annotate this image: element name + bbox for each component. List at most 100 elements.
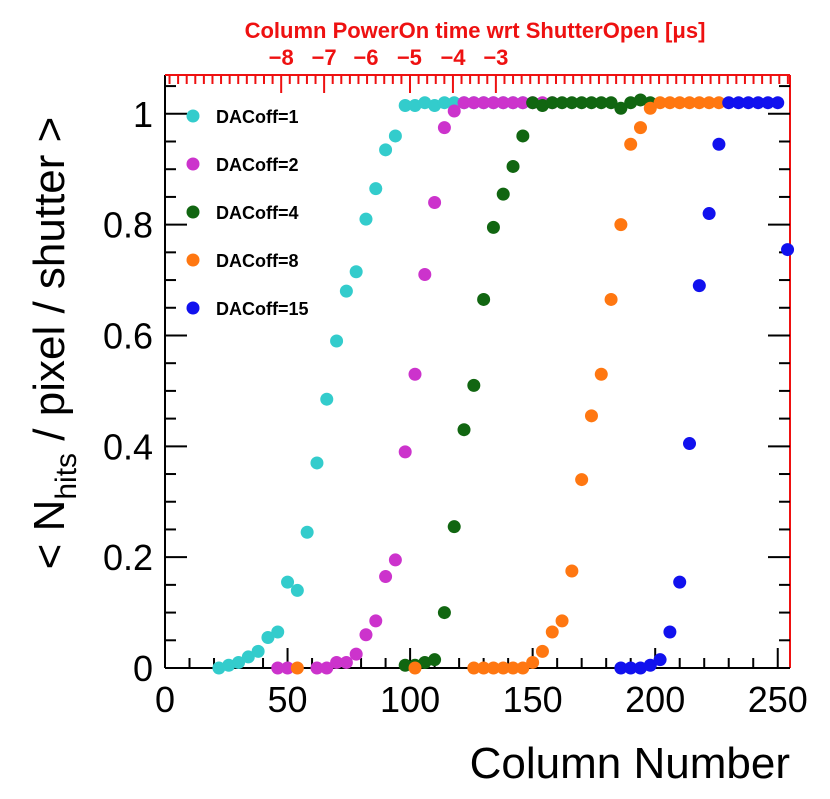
point-dacoff-15: [653, 653, 667, 667]
point-dacoff-2: [516, 96, 530, 110]
point-dacoff-2: [359, 628, 373, 642]
point-dacoff-4: [584, 96, 598, 110]
point-dacoff-4: [555, 96, 569, 110]
point-dacoff-15: [614, 661, 628, 675]
point-dacoff-8: [408, 661, 422, 675]
point-dacoff-8: [614, 218, 628, 232]
x-tick-label: 250: [748, 679, 808, 720]
point-dacoff-4: [477, 292, 491, 306]
point-dacoff-8: [535, 644, 549, 658]
point-dacoff-4: [437, 606, 451, 620]
point-dacoff-2: [496, 96, 510, 110]
y-tick-label: 0.8: [103, 205, 153, 246]
point-dacoff-15: [741, 96, 755, 110]
x-tick-label: 100: [380, 679, 440, 720]
point-dacoff-1: [310, 456, 324, 470]
point-dacoff-8: [604, 292, 618, 306]
point-dacoff-1: [281, 575, 295, 589]
point-dacoff-2: [330, 655, 344, 669]
point-dacoff-15: [624, 661, 638, 675]
point-dacoff-4: [633, 93, 647, 107]
point-dacoff-15: [761, 96, 775, 110]
point-dacoff-4: [526, 96, 540, 110]
y-tick-label: 0.4: [103, 426, 153, 467]
point-dacoff-1: [241, 650, 255, 664]
point-dacoff-15: [771, 96, 785, 110]
point-dacoff-1: [349, 265, 363, 279]
top-axis: −8 −7 −6 −5 −4 −3: [168, 45, 789, 93]
point-dacoff-4: [398, 658, 412, 672]
point-dacoff-1: [261, 631, 275, 645]
point-dacoff-1: [212, 661, 226, 675]
point-dacoff-4: [575, 96, 589, 110]
point-dacoff-8: [653, 96, 667, 110]
point-dacoff-4: [486, 220, 500, 234]
point-dacoff-4: [614, 101, 628, 115]
y-tick-label: 0.6: [103, 315, 153, 356]
point-dacoff-8: [290, 661, 304, 675]
point-dacoff-1: [359, 212, 373, 226]
point-dacoff-4: [516, 129, 530, 143]
legend-label: DACoff=15: [216, 299, 309, 319]
data-points: [212, 93, 795, 675]
point-dacoff-8: [712, 96, 726, 110]
y-tick-label: 1: [133, 94, 153, 135]
y-axis-title-rest: / pixel / shutter >: [25, 117, 74, 453]
point-dacoff-4: [418, 655, 432, 669]
point-dacoff-15: [702, 207, 716, 221]
point-dacoff-4: [467, 378, 481, 392]
point-dacoff-15: [633, 661, 647, 675]
x-tick-label: 200: [625, 679, 685, 720]
point-dacoff-8: [643, 101, 657, 115]
point-dacoff-2: [388, 553, 402, 567]
y-tick-label: 0: [133, 648, 153, 689]
point-dacoff-2: [339, 655, 353, 669]
legend-marker: [186, 109, 200, 123]
point-dacoff-15: [663, 625, 677, 639]
point-dacoff-8: [516, 661, 530, 675]
x-axis: 0 50 100 150 200 250: [155, 648, 808, 720]
y-axis-title-open: < N: [25, 500, 74, 570]
point-dacoff-8: [506, 661, 520, 675]
point-dacoff-15: [673, 575, 687, 589]
point-dacoff-8: [467, 661, 481, 675]
point-dacoff-8: [633, 121, 647, 135]
point-dacoff-1: [330, 334, 344, 348]
point-dacoff-2: [281, 661, 295, 675]
point-dacoff-4: [535, 98, 549, 112]
legend: DACoff=1 DACoff=2 DACoff=4 DACoff=8 DACoff=1…: [186, 107, 309, 319]
point-dacoff-2: [486, 96, 500, 110]
point-dacoff-8: [486, 661, 500, 675]
point-dacoff-2: [369, 614, 383, 628]
top-tick-label: −6: [353, 45, 378, 70]
legend-marker: [186, 205, 200, 219]
point-dacoff-1: [251, 644, 265, 658]
point-dacoff-2: [408, 367, 422, 381]
legend-marker: [186, 157, 200, 171]
point-dacoff-8: [555, 614, 569, 628]
point-dacoff-1: [437, 96, 451, 110]
point-dacoff-1: [232, 655, 246, 669]
point-dacoff-1: [271, 625, 285, 639]
y-axis-title-sub: hits: [50, 453, 83, 500]
y-axis: 0 0.2 0.4 0.6 0.8 1: [103, 85, 790, 689]
point-dacoff-1: [339, 284, 353, 298]
x-tick-label: 50: [268, 679, 308, 720]
point-dacoff-1: [408, 98, 422, 112]
point-dacoff-1: [428, 98, 442, 112]
point-dacoff-2: [428, 195, 442, 209]
point-dacoff-8: [692, 96, 706, 110]
point-dacoff-4: [624, 96, 638, 110]
point-dacoff-1: [290, 583, 304, 597]
point-dacoff-2: [457, 96, 471, 110]
point-dacoff-8: [477, 661, 491, 675]
legend-marker: [186, 253, 200, 267]
point-dacoff-1: [379, 143, 393, 157]
point-dacoff-15: [692, 279, 706, 293]
point-dacoff-8: [702, 96, 716, 110]
top-tick-label: −5: [397, 45, 422, 70]
point-dacoff-8: [496, 661, 510, 675]
x-axis-title: Column Number: [470, 739, 790, 788]
point-dacoff-4: [594, 96, 608, 110]
